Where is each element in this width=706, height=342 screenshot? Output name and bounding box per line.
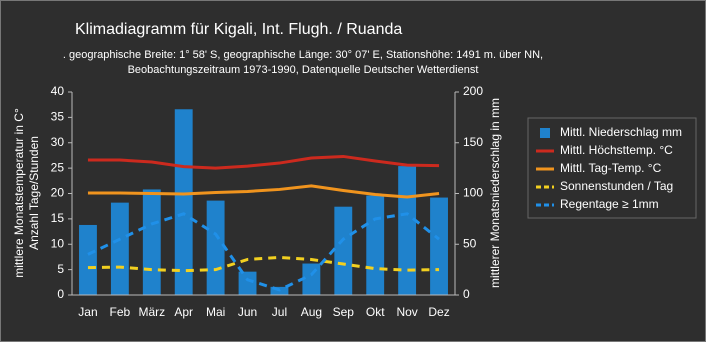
chart-subtitle: . geographische Breite: 1° 58' S, geogra… [63,49,543,61]
legend-label: Mittl. Höchsttemp. °C [560,143,673,157]
bar [110,202,129,295]
x-tick-label: Dez [428,305,449,319]
y-axis-label: Anzahl Tage/Stunden [27,136,41,250]
legend-label: Mittl. Niederschlag mm [560,125,682,139]
x-tick-label: Jun [238,305,257,319]
line-series [87,212,440,292]
line-series [87,184,440,199]
y2-axis-label: mittlerer Monatsniederschlag in mm [488,98,502,288]
y-tick-label: 25 [51,160,65,174]
x-tick-label: Sep [333,305,355,319]
x-tick-label: Jul [272,305,287,319]
line-series [87,255,440,273]
bar [430,197,448,295]
x-tick-label: Apr [174,305,193,319]
chart-subtitle: Beobachtungszeitraum 1973-1990, Datenque… [128,64,479,76]
legend-swatch [540,128,550,138]
legend-label: Mittl. Tag-Temp. °C [560,161,662,175]
bar [79,224,97,295]
y2-tick-label: 50 [463,236,477,250]
y-axis-label: mittlere Monatstemperatur in C° [12,108,26,278]
y2-tick-label: 200 [463,84,483,98]
line-series [87,154,440,170]
bar [398,166,417,295]
y-tick-label: 35 [51,110,65,124]
legend-label: Sonnenstunden / Tag [560,179,673,193]
x-tick-label: Feb [110,305,131,319]
x-tick-label: Jan [78,305,97,319]
y2-tick-label: 100 [463,186,483,200]
y2-tick-label: 150 [463,135,483,149]
y-tick-label: 20 [51,186,65,200]
legend-label: Regentage ≥ 1mm [560,197,659,211]
y-tick-label: 40 [51,84,65,98]
bar [334,206,353,295]
x-tick-label: Nov [396,305,417,319]
bar [206,200,225,295]
legend-box [527,117,697,219]
y-tick-label: 5 [57,262,64,276]
x-tick-label: Aug [301,305,322,319]
bar [366,195,385,295]
bar [238,271,257,295]
x-tick-label: März [138,305,165,319]
chart-title: Klimadiagramm für Kigali, Int. Flugh. / … [75,21,402,38]
x-tick-label: Mai [206,305,225,319]
y-tick-label: 30 [51,135,65,149]
y-tick-label: 10 [51,236,65,250]
y-tick-label: 0 [57,287,64,301]
y-tick-label: 15 [51,211,65,225]
bar [142,189,161,295]
y2-tick-label: 0 [463,287,470,301]
x-tick-label: Okt [366,305,385,319]
bar [174,109,193,295]
